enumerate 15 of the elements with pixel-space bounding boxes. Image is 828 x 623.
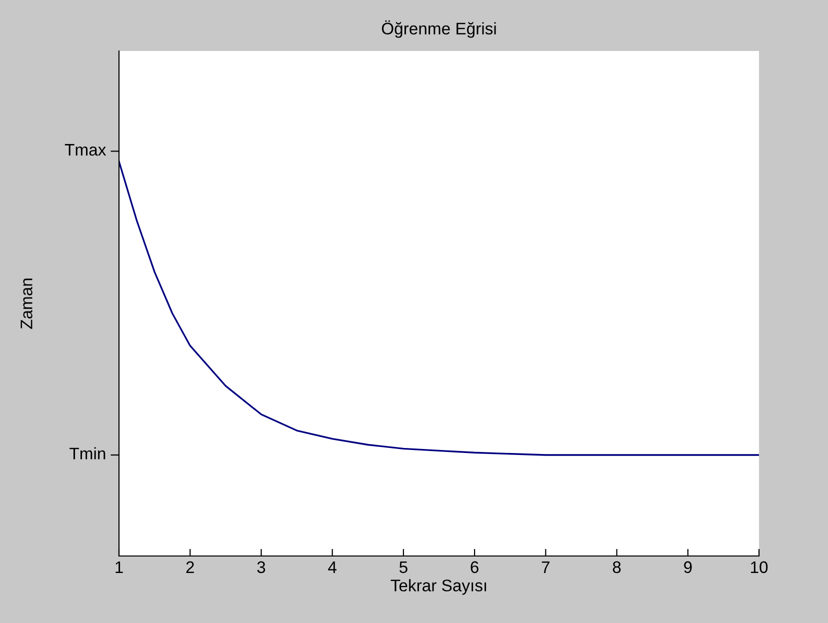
x-tick-label: 9 — [684, 561, 692, 574]
x-tick-label: 10 — [751, 561, 768, 574]
x-tick-label: 8 — [612, 561, 621, 574]
x-tick-label: 5 — [399, 561, 408, 574]
x-tick-label: 6 — [470, 561, 478, 574]
x-tick-label: 2 — [186, 561, 194, 573]
x-tick-label: 4 — [328, 561, 336, 573]
x-tick-label: 7 — [542, 561, 550, 573]
chart-title: Öğrenme Eğrisi — [382, 20, 496, 38]
x-tick-label: 3 — [257, 561, 266, 574]
x-tick-label: 1 — [116, 561, 123, 573]
ref-line-label: Tmax — [64, 144, 106, 156]
x-axis-title: Tekrar Sayısı — [390, 579, 486, 595]
ref-line-label: Tmin — [70, 447, 106, 460]
y-axis-title: Zaman — [20, 278, 32, 329]
